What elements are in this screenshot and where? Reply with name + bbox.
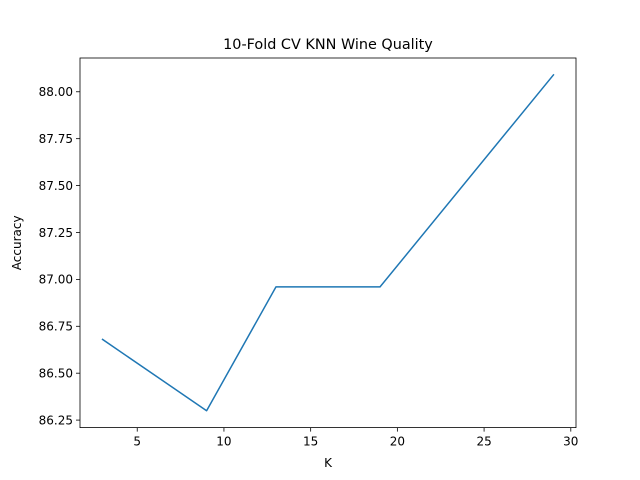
y-axis-label: Accuracy (10, 215, 24, 270)
y-tick-label: 86.25 (39, 413, 73, 427)
x-axis-label: K (324, 456, 333, 470)
y-tick-label: 87.50 (39, 179, 73, 193)
x-tick-label: 5 (133, 435, 141, 449)
y-tick-label: 87.75 (39, 132, 73, 146)
chart-title: 10-Fold CV KNN Wine Quality (223, 37, 433, 53)
x-tick-label: 30 (563, 435, 578, 449)
axes-frame (79, 57, 577, 429)
x-tick-label: 10 (216, 435, 231, 449)
series-layer (101, 73, 555, 412)
y-tick-label: 87.25 (39, 226, 73, 240)
series-line (101, 73, 555, 412)
x-tick-label: 25 (476, 435, 491, 449)
x-tick-label: 20 (390, 435, 405, 449)
y-axis: 86.25 86.50 86.75 87.00 87.25 87.50 87.75 88.00 (39, 85, 80, 427)
y-tick-label: 86.50 (39, 366, 73, 380)
y-tick-label: 88.00 (39, 85, 73, 99)
x-axis: 5 10 15 20 25 30 (133, 427, 578, 449)
y-tick-label: 87.00 (39, 273, 73, 287)
x-tick-label: 15 (303, 435, 318, 449)
y-tick-label: 86.75 (39, 320, 73, 334)
